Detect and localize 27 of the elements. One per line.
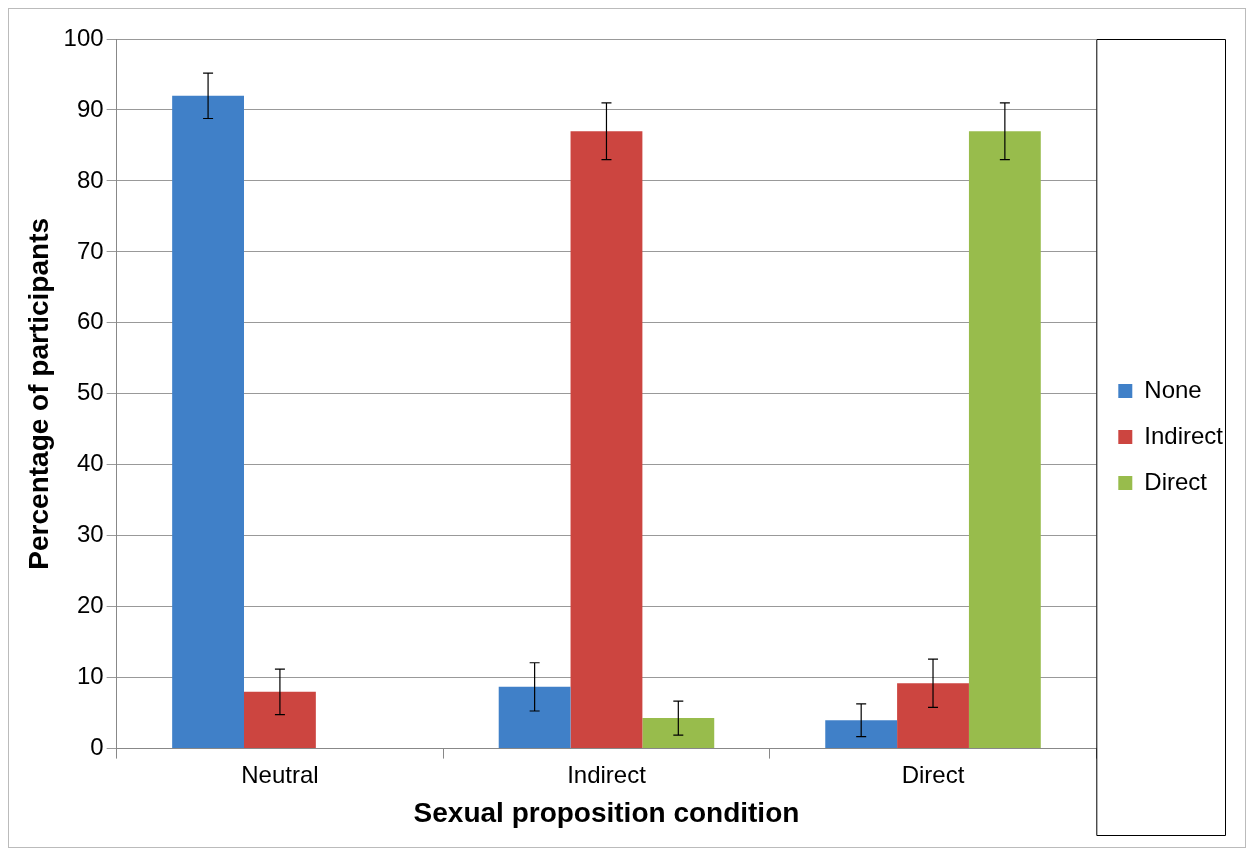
bar — [172, 95, 244, 749]
x-tick-label: Indirect — [567, 760, 647, 788]
bar — [498, 686, 571, 749]
bar — [570, 131, 643, 749]
y-tick-label: 90 — [76, 94, 104, 122]
y-tick-label: 0 — [90, 733, 104, 761]
y-tick-label: 80 — [76, 165, 104, 193]
y-tick-label: 10 — [76, 662, 104, 690]
y-tick-label: 50 — [76, 378, 104, 406]
bar — [642, 718, 715, 749]
y-tick-label: 20 — [76, 591, 104, 619]
legend-label: Direct — [1144, 467, 1208, 495]
bar — [825, 720, 898, 749]
bar — [968, 131, 1041, 749]
y-tick-label: 40 — [76, 449, 104, 477]
legend-label: Indirect — [1144, 421, 1224, 449]
y-tick-label: 100 — [63, 23, 104, 51]
legend-label: None — [1144, 375, 1202, 403]
y-axis-title: Percentage of participants — [22, 217, 54, 570]
y-tick-label: 60 — [76, 307, 104, 335]
y-tick-label: 30 — [76, 520, 104, 548]
bar — [244, 691, 316, 749]
bar — [897, 683, 969, 749]
x-axis-title: Sexual proposition condition — [413, 796, 800, 828]
y-tick-label: 70 — [76, 236, 104, 264]
x-tick-label: Neutral — [241, 760, 319, 788]
x-tick-label: Direct — [901, 760, 965, 788]
